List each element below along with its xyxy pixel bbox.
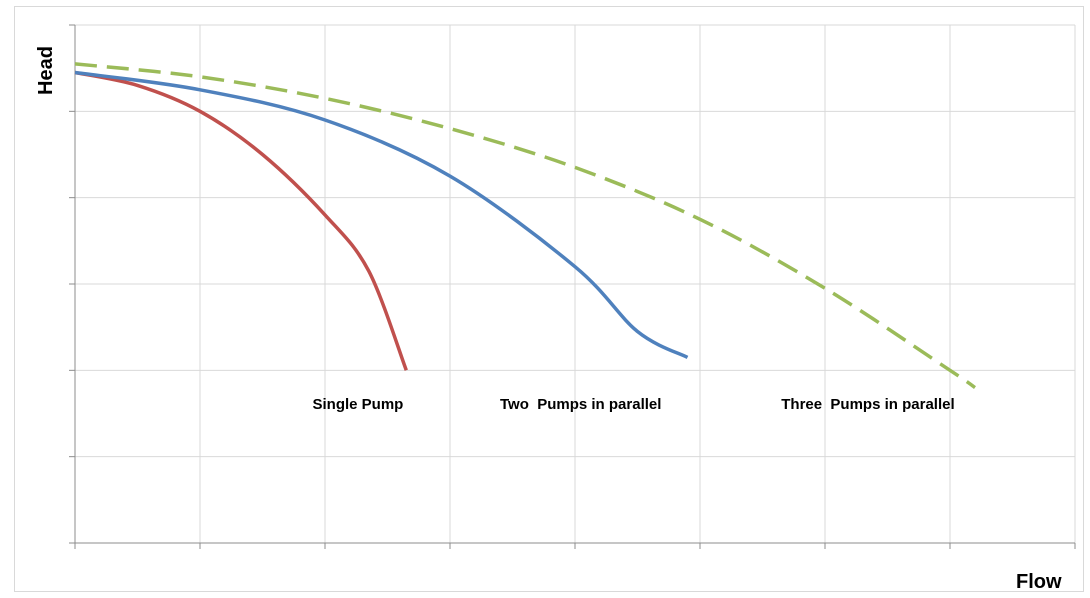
series-line-two-pumps-in-parallel — [74, 70, 689, 359]
curve-label-two-pumps-in-parallel: Two Pumps in parallel — [500, 396, 661, 413]
curve-label-single-pump: Single Pump — [313, 396, 404, 413]
x-axis-title: Flow — [1016, 571, 1062, 593]
series-line-single-pump — [74, 70, 408, 371]
axes — [69, 24, 1076, 549]
grid-lines — [75, 24, 1076, 543]
curve-labels: Single Pump Two Pumps in parallel Three Pu… — [313, 396, 955, 413]
curve-label-three-pumps-in-parallel: Three Pumps in parallel — [781, 396, 954, 413]
series-lines — [74, 62, 977, 390]
y-axis-title: Head — [35, 46, 57, 95]
chart-frame — [14, 6, 1084, 592]
